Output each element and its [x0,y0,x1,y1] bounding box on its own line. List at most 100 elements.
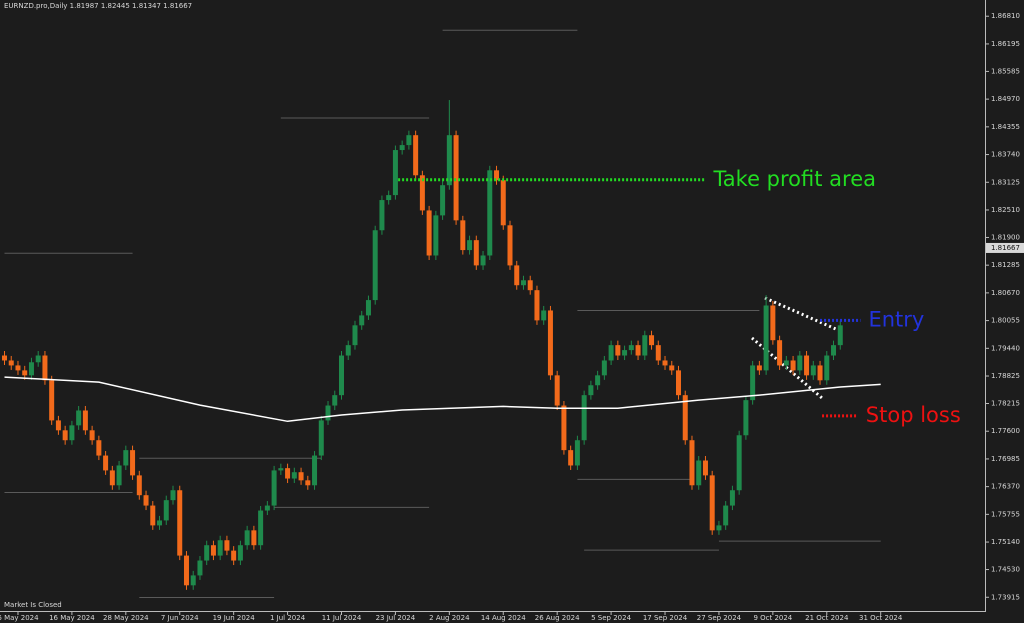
candle-body [473,240,479,266]
candle-body [831,345,837,356]
candle-body [480,255,486,266]
candle-body [723,505,729,526]
candle-body [291,472,297,479]
candle-body [750,365,756,401]
trend-line [764,296,839,332]
candle-body [662,360,668,366]
candle-body [170,490,176,501]
candle-body [96,440,102,456]
candle-body [756,365,762,371]
candle-body [278,468,284,471]
candle-body [177,490,183,556]
x-tick-label: 27 Sep 2024 [697,614,742,622]
y-tick-label: 1.73915 [991,593,1020,601]
candle-body [258,510,264,546]
candle-body [42,355,48,381]
annotation-label: Stop loss [866,403,961,427]
candle-body [628,345,634,351]
annotation-label: Take profit area [712,167,876,191]
candle-body [810,365,816,376]
candle-body [264,505,270,511]
candle-body [689,440,695,486]
candle-body [763,305,769,371]
candle-body [251,530,257,546]
candle-body [123,450,129,466]
x-tick-label: 2 Aug 2024 [429,614,470,622]
candle-body [190,575,196,586]
candle-body [76,410,82,426]
y-tick-label: 1.78215 [991,400,1020,408]
candle-body [669,365,675,371]
candle-body [8,360,14,366]
candle-body [298,472,304,481]
candle-body [433,215,439,256]
y-tick-label: 1.84970 [991,95,1020,103]
x-tick-label: 1 Jul 2024 [270,614,306,622]
candle-body [345,345,351,356]
y-tick-label: 1.83740 [991,151,1020,159]
candle-body [413,135,419,176]
candle-body [581,395,587,441]
candle-body [426,210,432,256]
candle-body [642,335,648,356]
candle-body [183,555,189,586]
candle-body [676,370,681,396]
candle-body [682,395,688,441]
candle-body [116,465,122,486]
candle-body [655,345,661,361]
status: Market Is Closed [4,601,62,609]
candle-body [790,360,796,371]
x-tick-label: 9 Oct 2024 [753,614,792,622]
candle-body [709,475,715,531]
candle-body [514,265,520,286]
x-tick-label: 11 Jul 2024 [322,614,362,622]
candle-body [804,355,810,376]
candle-body [696,460,702,486]
candle-body [231,550,237,561]
candle-body [150,505,156,526]
x-tick-label: 21 Oct 2024 [805,614,849,622]
candle-body [541,310,547,321]
candle-body [392,150,398,196]
candle-body [561,405,567,451]
candle-body [554,375,560,406]
candle-body [520,280,526,286]
y-tick-label: 1.84355 [991,123,1020,131]
candle-body [635,345,641,356]
y-tick-label: 1.79440 [991,344,1020,352]
candle-body [49,380,55,421]
candle-body [69,425,75,441]
y-tick-label: 1.76985 [991,455,1020,463]
candle-body [817,365,823,381]
candle-body [460,220,466,251]
candle-body [507,225,513,266]
y-tick-label: 1.85585 [991,67,1020,75]
candle-body [35,355,41,363]
candle-body [62,430,68,441]
y-tick-label: 1.74530 [991,566,1020,574]
candle-body [2,355,7,361]
candle-body [440,185,446,216]
candle-body [716,525,722,531]
moving-average [4,376,881,423]
candle-body [325,405,331,421]
candle-body [305,480,311,486]
annotation-label: Entry [868,307,924,331]
candle-body [103,455,109,471]
candle-body [527,280,533,291]
candle-body [743,400,749,436]
candle-body [271,470,277,506]
candle-body [312,455,318,486]
candle-body [365,300,371,316]
candle-body [574,440,580,466]
candle-body [352,325,358,346]
y-tick-label: 1.78825 [991,372,1020,380]
candle-body [204,545,210,561]
candle-body [547,310,553,376]
x-tick-label: 6 May 2024 [0,614,39,622]
candle-body [237,545,243,561]
candle-body [163,500,169,521]
y-tick-label: 1.77600 [991,427,1020,435]
candle-body [588,385,594,396]
